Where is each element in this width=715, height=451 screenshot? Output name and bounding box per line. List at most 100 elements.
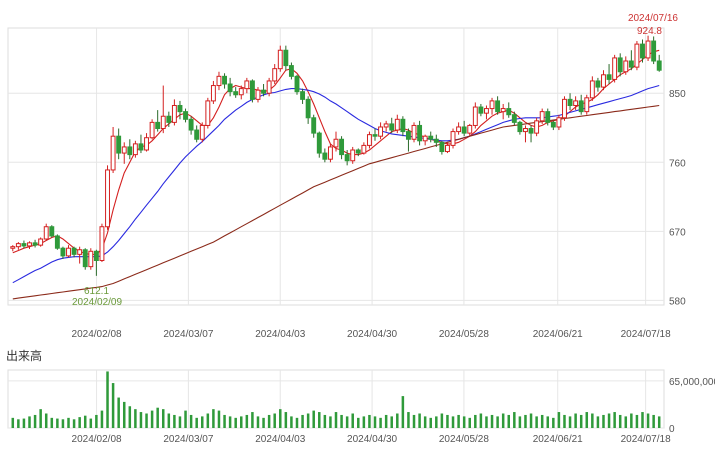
candle	[355, 148, 361, 157]
candle	[294, 74, 300, 95]
candle	[394, 114, 400, 134]
candle-body	[366, 134, 372, 146]
candle-body	[255, 89, 261, 100]
candle-body	[439, 141, 445, 153]
volume-bar	[368, 414, 371, 428]
candle-body	[177, 104, 183, 113]
volume-bar	[568, 416, 572, 428]
volume-y-axis: 0 65,000,000	[669, 377, 715, 435]
candle	[82, 248, 88, 270]
volume-bar	[56, 418, 59, 428]
candle	[121, 142, 127, 164]
volume-bar	[329, 416, 332, 428]
candle-body	[517, 121, 523, 133]
price-x-axis: 2024/02/08 2024/03/07 2024/04/03 2024/04/30…	[72, 329, 672, 340]
volume-bar	[507, 414, 511, 428]
candle-body	[445, 144, 450, 153]
candle	[589, 76, 595, 101]
candle-body	[567, 98, 573, 106]
candle	[484, 105, 489, 120]
price-y-tick-label: 580	[669, 296, 686, 307]
candle	[389, 117, 395, 134]
candle	[456, 122, 462, 135]
volume-bar	[228, 416, 232, 428]
candle	[27, 241, 32, 249]
candle	[88, 248, 94, 270]
candle-body	[545, 111, 551, 123]
candle-body	[539, 111, 545, 122]
volume-bar	[641, 412, 644, 428]
volume-bar	[156, 407, 159, 428]
candle-body	[550, 121, 556, 128]
candle	[523, 125, 528, 143]
candle	[71, 246, 77, 258]
candle	[238, 85, 244, 100]
volume-bar	[323, 414, 327, 428]
candle	[10, 245, 16, 252]
volume-bar	[596, 416, 600, 428]
candle-body	[166, 115, 172, 123]
candle-body	[584, 97, 590, 113]
candle	[194, 125, 200, 143]
candle-body	[288, 65, 294, 77]
volume-x-tick-label: 2024/04/03	[255, 434, 305, 445]
volume-bar	[524, 414, 527, 428]
candle	[400, 116, 406, 137]
volume-bar	[111, 383, 115, 428]
candle	[305, 96, 311, 124]
moving-average-long	[12, 104, 660, 300]
candle	[144, 133, 149, 152]
volume-bar	[546, 416, 550, 428]
candle	[578, 94, 584, 115]
candle-body	[372, 134, 378, 137]
volume-bar	[290, 416, 293, 428]
candle-body	[199, 124, 205, 140]
volume-bar	[267, 414, 271, 428]
volume-bar	[457, 414, 460, 428]
volume-bar	[195, 417, 198, 428]
candle	[645, 35, 651, 61]
candle	[422, 134, 428, 146]
candle-body	[244, 80, 250, 90]
volume-bar	[161, 409, 165, 428]
price-x-tick-label: 2024/07/18	[621, 329, 671, 340]
candle-body	[305, 98, 311, 119]
volume-bar	[451, 416, 455, 428]
candle-body	[394, 118, 400, 131]
candle	[93, 249, 99, 276]
volume-bar	[379, 417, 382, 428]
price-grid	[8, 28, 664, 305]
candle	[528, 125, 534, 143]
candle-body	[601, 74, 606, 88]
candle	[216, 71, 222, 91]
candle	[15, 242, 21, 250]
candle	[472, 102, 478, 129]
candle-body	[523, 128, 528, 133]
high-value-label: 924.8	[637, 26, 662, 37]
candle-body	[562, 98, 567, 119]
volume-bar	[396, 413, 399, 428]
volume-bar	[591, 413, 594, 428]
candle	[511, 111, 517, 126]
candle-body	[205, 100, 211, 126]
volume-x-tick-label: 2024/02/08	[72, 434, 122, 445]
candle-body	[227, 83, 233, 93]
candle-body	[54, 235, 60, 249]
volume-bar	[518, 416, 522, 428]
volume-bar	[362, 416, 366, 428]
candle	[612, 54, 618, 83]
volume-bar	[95, 414, 98, 428]
candle	[155, 110, 161, 132]
candle	[227, 77, 233, 97]
volume-bar	[206, 413, 210, 428]
candle-body	[489, 100, 495, 110]
volume-bar	[17, 419, 20, 428]
candle	[116, 128, 122, 160]
candle	[623, 56, 629, 75]
candle-body	[411, 124, 417, 140]
volume-bar	[217, 410, 221, 428]
volume-bar	[513, 412, 516, 428]
candle-body	[400, 118, 406, 133]
candle-body	[355, 149, 361, 154]
volume-bar	[39, 409, 42, 428]
